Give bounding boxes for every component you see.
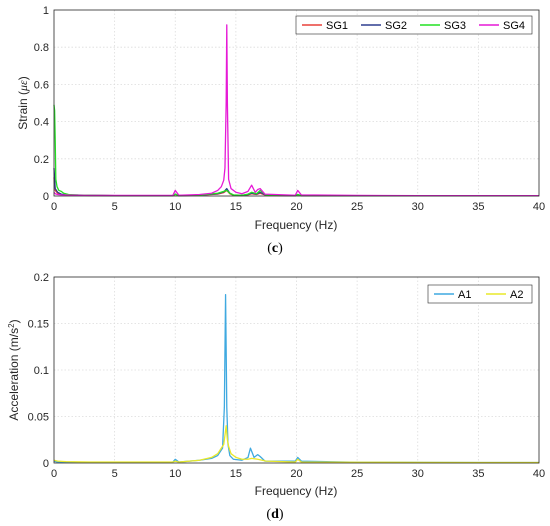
y-tick-label: 0.15 — [28, 319, 49, 331]
y-tick-label: 0.1 — [34, 365, 49, 377]
x-tick-labels: 0 5 10 15 20 25 30 35 40 — [51, 201, 545, 213]
legend-box — [427, 284, 533, 304]
x-tick-label: 0 — [51, 468, 57, 480]
legend-items: SG1 SG2 SG3 SG4 — [302, 20, 525, 32]
x-tick-label: 20 — [290, 468, 302, 480]
y-tick-label: 0.2 — [34, 154, 49, 166]
panel-caption: (c) — [267, 241, 283, 256]
y-tick-labels: 0 0.05 0.1 0.15 0.2 — [28, 272, 49, 470]
x-tick-label: 10 — [169, 201, 181, 213]
grid — [54, 10, 539, 196]
x-tick-label: 15 — [230, 201, 242, 213]
y-tick-label: 1 — [43, 5, 49, 17]
x-axis-label: Frequency (Hz) — [255, 484, 338, 498]
series-layer — [53, 24, 539, 197]
x-axis-label: Frequency (Hz) — [255, 218, 338, 232]
x-tick-label: 35 — [472, 468, 484, 480]
y-tick-label: 0.05 — [28, 412, 49, 424]
x-tick-label: 30 — [412, 468, 424, 480]
legend-items: A1 A2 — [434, 289, 523, 301]
x-tick-labels: 0 5 10 15 20 25 30 35 40 — [51, 468, 545, 480]
series-line-sg4 — [53, 24, 539, 197]
y-axis-label: Acceleration (m/s2) — [7, 319, 22, 420]
x-tick-label: 25 — [351, 201, 363, 213]
grid — [54, 277, 539, 463]
legend: SG1 SG2 SG3 SG4 — [295, 15, 533, 35]
x-tick-label: 5 — [112, 201, 118, 213]
x-tick-label: 20 — [290, 201, 302, 213]
x-tick-label: 30 — [412, 201, 424, 213]
x-tick-label: 15 — [230, 468, 242, 480]
x-tick-label: 40 — [533, 468, 545, 480]
plot-frame — [53, 9, 540, 197]
y-tick-label: 0 — [43, 191, 49, 203]
chart-panel-c: 0 5 10 15 20 25 30 35 40 0 0.2 0.4 0.6 0.8 1 Frequenc… — [16, 5, 545, 256]
x-tick-label: 35 — [472, 201, 484, 213]
x-tick-label: 10 — [169, 468, 181, 480]
legend: A1 A2 — [427, 284, 533, 304]
legend-label-sg4: SG4 — [503, 20, 525, 32]
x-tick-label: 25 — [351, 468, 363, 480]
series-layer — [53, 294, 539, 464]
legend-box — [295, 15, 533, 35]
y-axis-label: Strain (με) — [16, 76, 30, 129]
y-tick-label: 0 — [43, 458, 49, 470]
legend-label-a2: A2 — [510, 289, 523, 301]
plot-frame — [53, 276, 540, 464]
legend-label-sg1: SG1 — [326, 20, 348, 32]
x-tick-label: 0 — [51, 201, 57, 213]
y-tick-label: 0.4 — [34, 117, 49, 129]
y-tick-labels: 0 0.2 0.4 0.6 0.8 1 — [34, 5, 49, 203]
series-line-a2 — [53, 425, 539, 464]
legend-label-sg3: SG3 — [444, 20, 466, 32]
y-tick-label: 0.6 — [34, 79, 49, 91]
chart-panel-d: 0 5 10 15 20 25 30 35 40 0 0.05 0.1 0.15 0.2 Frequen… — [7, 272, 546, 522]
legend-label-a1: A1 — [458, 289, 471, 301]
y-tick-label: 0.2 — [34, 272, 49, 284]
panel-caption: (d) — [266, 507, 283, 522]
x-tick-label: 5 — [112, 468, 118, 480]
y-tick-label: 0.8 — [34, 42, 49, 54]
x-tick-label: 40 — [533, 201, 545, 213]
legend-label-sg2: SG2 — [385, 20, 407, 32]
series-line-sg3 — [53, 104, 539, 197]
